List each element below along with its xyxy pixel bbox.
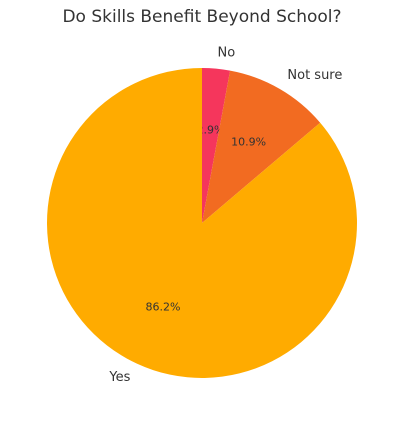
pie-slice [202,70,321,223]
pie-slice [202,68,231,223]
value-label: 10.9% [231,136,266,149]
pie-slice [46,68,357,378]
slice-label: No [218,46,236,61]
chart-title: Do Skills Benefit Beyond School? [62,7,341,27]
value-label: 86.2% [145,300,180,313]
value-label: 2.9% [196,123,224,136]
slice-label: Not sure [287,68,342,83]
slice-label: Yes [108,370,130,385]
